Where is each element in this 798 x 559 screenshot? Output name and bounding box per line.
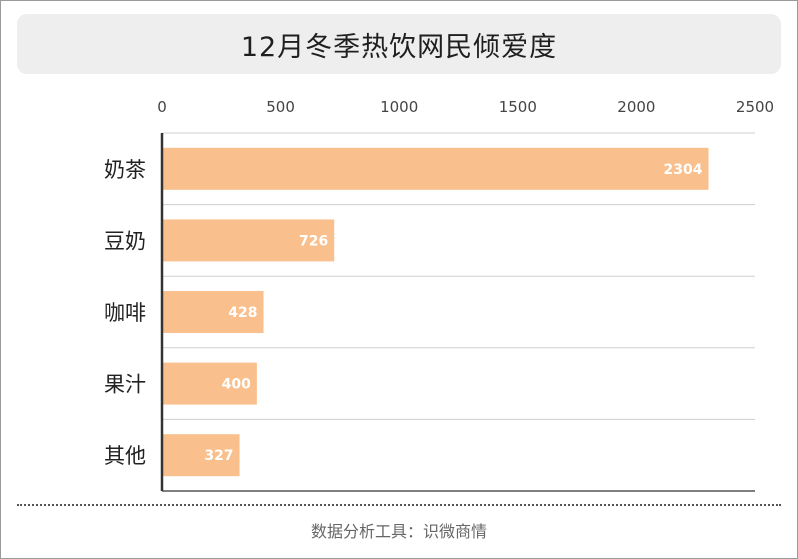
x-tick-label: 500 — [266, 98, 295, 116]
bar — [162, 434, 240, 477]
bar-value-label: 428 — [228, 305, 257, 321]
x-tick-label: 1000 — [380, 98, 418, 116]
category-label: 咖啡 — [104, 301, 146, 325]
x-tick-label: 2000 — [617, 98, 655, 116]
bar — [162, 147, 709, 190]
x-tick-label: 1500 — [499, 98, 537, 116]
bar — [162, 291, 264, 333]
source-note: 数据分析工具：识微商情 — [310, 522, 487, 541]
title-banner: 12月冬季热饮网民倾爱度 — [17, 14, 781, 74]
x-tick-label: 0 — [157, 98, 167, 116]
bar — [162, 362, 257, 405]
category-label: 豆奶 — [104, 229, 146, 253]
category-label: 果汁 — [104, 373, 146, 397]
bar-value-label: 400 — [222, 377, 251, 393]
footer-divider — [17, 504, 781, 506]
bar-value-label: 327 — [204, 448, 233, 464]
bar-value-label: 726 — [299, 233, 328, 249]
bar — [162, 219, 335, 262]
chart-title: 12月冬季热饮网民倾爱度 — [240, 31, 558, 63]
category-label: 奶茶 — [104, 158, 146, 182]
x-tick-label: 2500 — [736, 98, 774, 116]
category-label: 其他 — [104, 444, 146, 468]
bar-value-label: 2304 — [664, 162, 703, 178]
